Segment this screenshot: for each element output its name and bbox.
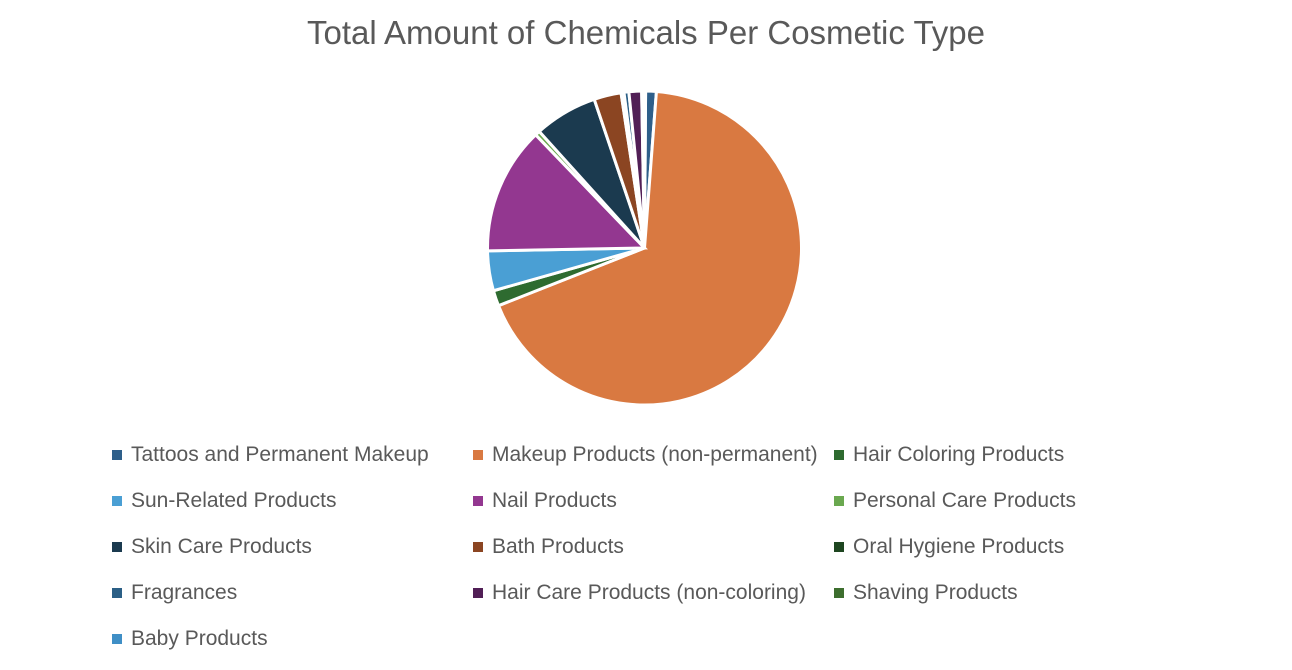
legend-label: Baby Products <box>131 627 268 650</box>
legend-label: Makeup Products (non-permanent) <box>492 443 818 466</box>
legend-label: Tattoos and Permanent Makeup <box>131 443 429 466</box>
legend-item: Hair Coloring Products <box>834 443 1114 467</box>
pie-slice-12 <box>642 89 648 249</box>
legend-item: Shaving Products <box>834 581 1114 605</box>
legend-label: Bath Products <box>492 535 624 558</box>
legend-swatch <box>112 496 122 506</box>
legend-label: Personal Care Products <box>853 489 1076 512</box>
legend-item: Hair Care Products (non-coloring) <box>473 581 834 605</box>
legend-label: Nail Products <box>492 489 617 512</box>
legend-item: Bath Products <box>473 535 834 559</box>
pie-slice-1 <box>496 89 803 407</box>
legend-label: Skin Care Products <box>131 535 312 558</box>
legend-label: Sun-Related Products <box>131 489 337 512</box>
pie-chart <box>485 89 803 407</box>
legend-label: Fragrances <box>131 581 238 604</box>
legend-item: Personal Care Products <box>834 489 1114 513</box>
legend-swatch <box>834 542 844 552</box>
legend-item: Skin Care Products <box>112 535 473 559</box>
legend-item: Sun-Related Products <box>112 489 473 513</box>
legend: Tattoos and Permanent Makeup Makeup Produ… <box>112 443 1112 651</box>
legend-swatch <box>473 588 483 598</box>
legend-swatch <box>112 588 122 598</box>
legend-item: Oral Hygiene Products <box>834 535 1114 559</box>
legend-swatch <box>112 634 122 644</box>
legend-swatch <box>834 450 844 460</box>
legend-swatch <box>473 496 483 506</box>
chart-title: Total Amount of Chemicals Per Cosmetic T… <box>306 14 985 51</box>
legend-swatch <box>473 542 483 552</box>
legend-label: Oral Hygiene Products <box>853 535 1065 558</box>
legend-swatch <box>112 542 122 552</box>
legend-label: Shaving Products <box>853 581 1018 604</box>
legend-item: Baby Products <box>112 627 473 651</box>
legend-label: Hair Coloring Products <box>853 443 1065 466</box>
pie-slice-4 <box>486 132 648 253</box>
legend-item: Fragrances <box>112 581 473 605</box>
legend-swatch <box>834 496 844 506</box>
legend-swatch <box>473 450 483 460</box>
legend-item: Tattoos and Permanent Makeup <box>112 443 473 467</box>
legend-item: Makeup Products (non-permanent) <box>473 443 834 467</box>
legend-item: Nail Products <box>473 489 834 513</box>
legend-swatch <box>834 588 844 598</box>
legend-label: Hair Care Products (non-coloring) <box>492 581 806 604</box>
legend-swatch <box>112 450 122 460</box>
